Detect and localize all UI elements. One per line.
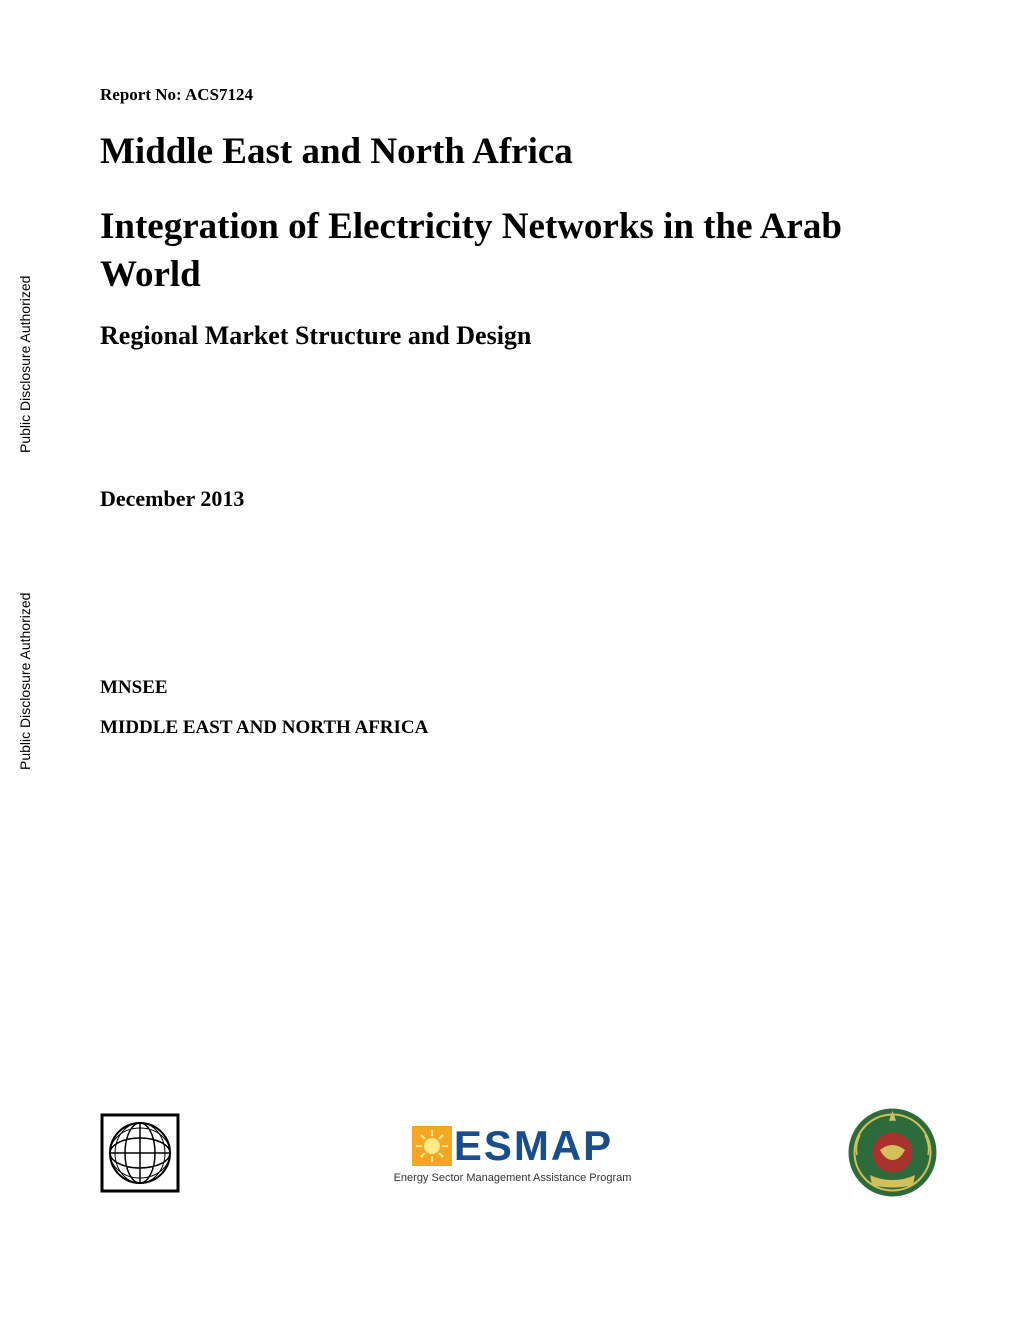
disclosure-label-1: Public Disclosure Authorized [17,276,33,453]
esmap-text: ESMAP [412,1122,613,1170]
esmap-tagline: Energy Sector Management Assistance Prog… [394,1172,632,1184]
arab-league-logo [845,1105,940,1200]
emblem-icon [845,1105,940,1200]
org-code: MNSEE [100,677,940,699]
world-bank-logo [100,1113,180,1193]
disclosure-label-2: Public Disclosure Authorized [17,593,33,770]
main-title: Integration of Electricity Networks in t… [100,203,940,299]
esmap-logo: ESMAP Energy Sector Management Assistanc… [394,1122,632,1184]
sun-icon [412,1126,452,1166]
page-content: Report No: ACS7124 Middle East and North… [0,0,1020,819]
subtitle: Regional Market Structure and Design [100,321,940,351]
logos-container: ESMAP Energy Sector Management Assistanc… [100,1105,940,1200]
report-number: Report No: ACS7124 [100,85,940,105]
region-title: Middle East and North Africa [100,130,940,173]
globe-icon [100,1113,180,1193]
org-full-name: MIDDLE EAST AND NORTH AFRICA [100,717,940,739]
document-date: December 2013 [100,486,940,512]
esmap-label: ESMAP [454,1122,613,1170]
